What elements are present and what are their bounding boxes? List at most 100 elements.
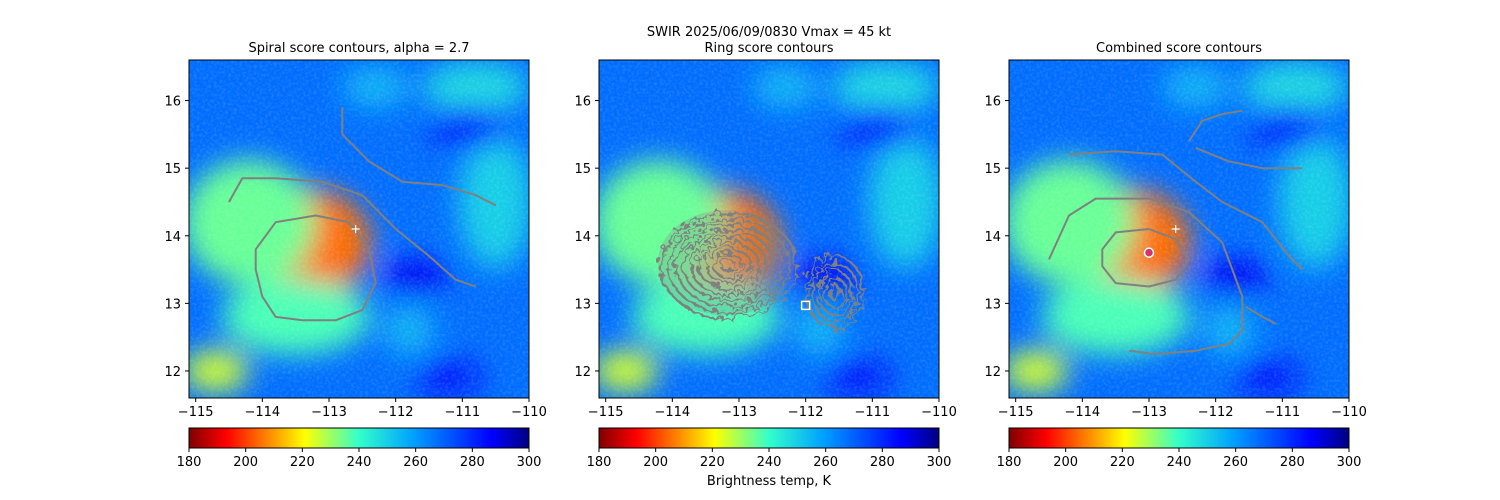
contour-upper-left xyxy=(1068,150,1304,271)
y-tick-label: 14 xyxy=(984,230,1001,245)
x-tick-label: −114 xyxy=(1064,405,1100,420)
ring-contour xyxy=(803,252,862,328)
colorbar xyxy=(598,427,940,449)
colorbar-tick-label: 220 xyxy=(290,455,315,470)
ring-contour xyxy=(671,220,780,305)
ring-contour xyxy=(814,266,851,313)
colorbar-tick-label: 220 xyxy=(1110,455,1135,470)
axes-frame xyxy=(188,59,530,399)
x-tick-label: −115 xyxy=(178,405,214,420)
x-tick-label: −113 xyxy=(721,405,757,420)
brightness-field xyxy=(189,60,529,398)
x-tick-label: −110 xyxy=(511,405,547,420)
colorbar-tick-label: 200 xyxy=(643,455,668,470)
colorbar-tick-label: 240 xyxy=(757,455,782,470)
x-tick-label: −114 xyxy=(244,405,280,420)
x-tick-label: −113 xyxy=(1131,405,1167,420)
y-tick-label: 16 xyxy=(574,95,591,110)
y-tick-label: 14 xyxy=(164,230,181,245)
contour-upper xyxy=(341,107,497,207)
panel-title: Combined score contours xyxy=(1096,41,1262,56)
y-tick-label: 15 xyxy=(164,162,181,177)
colorbar-tick-label: 200 xyxy=(1053,455,1078,470)
contour-top-hook xyxy=(1188,109,1243,142)
ring-contour xyxy=(825,281,840,299)
x-tick-label: −111 xyxy=(1264,405,1300,420)
ring-contour xyxy=(701,244,750,282)
colorbar xyxy=(188,427,530,449)
y-tick-label: 15 xyxy=(574,162,591,177)
ring-contour xyxy=(808,259,856,321)
center-plus-marker xyxy=(1171,225,1180,233)
panel-3: Combined score contours −115 −114 −113 −112 −… xyxy=(984,41,1366,470)
colorbar-tick-label: 280 xyxy=(870,455,895,470)
contour-upper-right xyxy=(1195,146,1303,170)
ring-contour xyxy=(717,255,735,270)
panel-1: Spiral score contours, alpha = 2.7 −115 −1… xyxy=(164,41,546,470)
contour-inner xyxy=(254,214,377,322)
colorbar xyxy=(1008,427,1350,449)
x-tick-label: −112 xyxy=(1198,405,1234,420)
y-tick-label: 13 xyxy=(574,297,591,312)
axes-frame xyxy=(598,59,940,399)
colorbar-tick-label: 280 xyxy=(1280,455,1305,470)
ring-contour xyxy=(679,226,773,300)
x-tick-label: −111 xyxy=(854,405,890,420)
contour-inner xyxy=(1101,228,1190,288)
colorbar-tick-label: 260 xyxy=(403,455,428,470)
x-tick-label: −112 xyxy=(378,405,414,420)
y-tick-label: 15 xyxy=(984,162,1001,177)
colorbar-tick-label: 240 xyxy=(1167,455,1192,470)
brightness-field xyxy=(599,60,939,398)
axes-frame xyxy=(1008,59,1350,399)
ring-contour xyxy=(656,208,795,317)
ring-contours xyxy=(656,208,862,328)
colorbar-tick-label: 300 xyxy=(927,455,952,470)
x-tick-label: −111 xyxy=(444,405,480,420)
y-tick-label: 16 xyxy=(984,95,1001,110)
colorbar-label: Brightness temp, K xyxy=(707,474,832,489)
x-tick-label: −113 xyxy=(311,405,347,420)
colorbar-tick-label: 260 xyxy=(813,455,838,470)
panels: Spiral score contours, alpha = 2.7 −115 −1… xyxy=(164,41,1366,470)
ring-contour-area xyxy=(657,210,794,316)
x-tick-label: −115 xyxy=(588,405,624,420)
brightness-field xyxy=(1009,60,1349,398)
suptitle: SWIR 2025/06/09/0830 Vmax = 45 kt xyxy=(647,25,891,40)
y-tick-label: 13 xyxy=(984,297,1001,312)
contour-outer xyxy=(1048,197,1244,356)
colorbar-tick-label: 180 xyxy=(177,455,202,470)
colorbar-tick-label: 180 xyxy=(587,455,612,470)
ring-contour xyxy=(694,238,757,288)
contour-east-loop xyxy=(1245,305,1277,325)
center-circle-marker xyxy=(1143,247,1155,258)
y-tick-label: 12 xyxy=(164,365,181,380)
colorbar-tick-label: 260 xyxy=(1223,455,1248,470)
contour-outer xyxy=(228,177,477,288)
x-tick-label: −112 xyxy=(788,405,824,420)
x-tick-label: −115 xyxy=(998,405,1034,420)
y-tick-label: 14 xyxy=(574,230,591,245)
x-tick-label: −114 xyxy=(654,405,690,420)
ring-contour xyxy=(686,232,765,294)
x-tick-label: −110 xyxy=(921,405,957,420)
y-tick-label: 16 xyxy=(164,95,181,110)
colorbar-tick-label: 180 xyxy=(997,455,1022,470)
ring-contour xyxy=(709,249,742,276)
center-plus-marker xyxy=(351,225,360,233)
y-tick-label: 12 xyxy=(574,365,591,380)
colorbar-tick-label: 280 xyxy=(460,455,485,470)
colorbar-tick-label: 220 xyxy=(700,455,725,470)
y-tick-label: 13 xyxy=(164,297,181,312)
colorbar-tick-label: 300 xyxy=(517,455,542,470)
panel-2: Ring score contours −115 −114 −113 −112 −111 −… xyxy=(574,41,956,470)
panel-title: Spiral score contours, alpha = 2.7 xyxy=(248,41,469,56)
colorbar-tick-label: 300 xyxy=(1337,455,1362,470)
center-square-marker xyxy=(800,300,811,311)
colorbar-tick-label: 240 xyxy=(347,455,372,470)
ring-contour xyxy=(820,274,845,306)
x-tick-label: −110 xyxy=(1331,405,1367,420)
colorbar-tick-label: 200 xyxy=(233,455,258,470)
panel-title: Ring score contours xyxy=(704,41,833,56)
